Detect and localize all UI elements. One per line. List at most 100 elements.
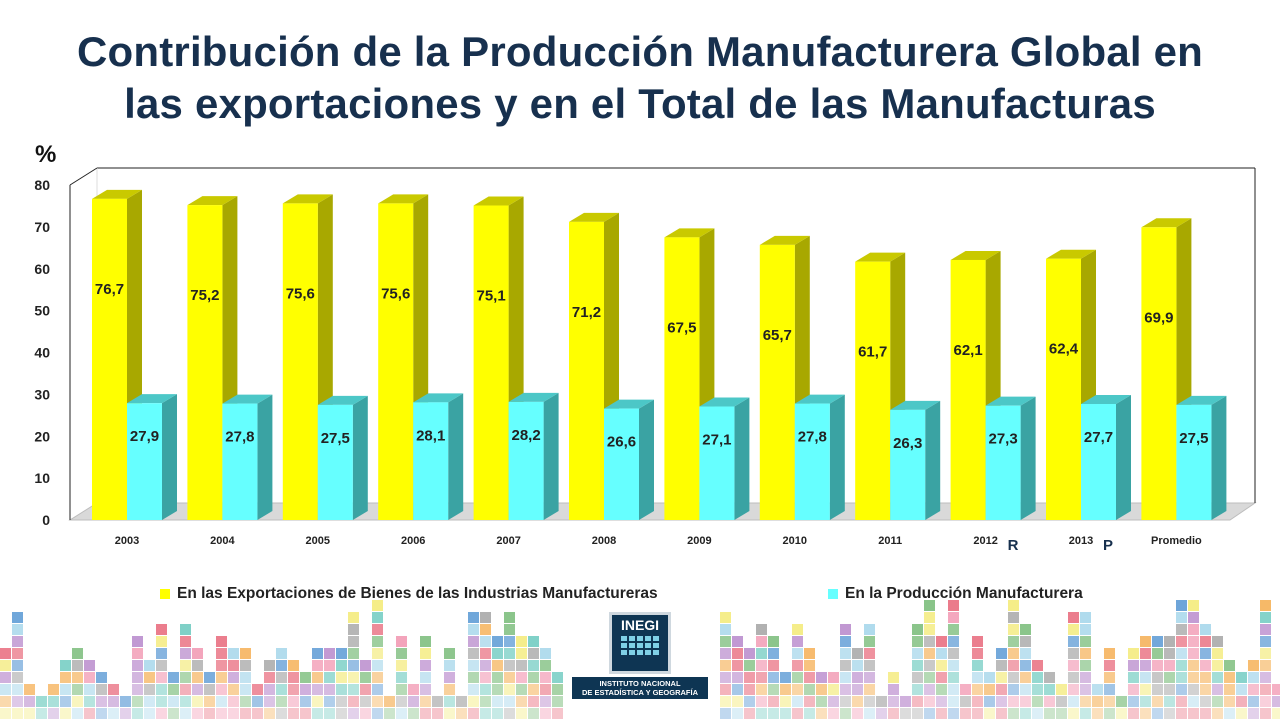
decor-block [1140, 660, 1151, 671]
decor-block [240, 696, 251, 707]
decor-block [924, 696, 935, 707]
bar-exports-2010 [759, 244, 795, 520]
decor-block [336, 672, 347, 683]
decor-block [1164, 684, 1175, 695]
decor-block [84, 672, 95, 683]
decor-block [180, 696, 191, 707]
decor-block [1212, 648, 1223, 659]
decor-block [132, 648, 143, 659]
decor-block [372, 684, 383, 695]
decor-block [972, 660, 983, 671]
decor-block [348, 648, 359, 659]
decor-block [156, 684, 167, 695]
decor-block [324, 660, 335, 671]
decor-block [456, 708, 467, 719]
bar-exports-2011-top [855, 252, 906, 262]
decor-block [1068, 660, 1079, 671]
x-tick-label-2007: 2007 [496, 535, 520, 547]
decor-block [204, 696, 215, 707]
decor-block [1092, 684, 1103, 695]
bar-production-2008-top [604, 399, 654, 409]
decor-block [1104, 648, 1115, 659]
bar-production-Promedio [1176, 404, 1212, 520]
bar-exports-2012 [950, 259, 986, 520]
bar-production-2009-top [699, 397, 750, 407]
decor-block [1248, 672, 1259, 683]
decor-block [1164, 660, 1175, 671]
decor-block [1080, 648, 1091, 659]
decor-block [1068, 708, 1079, 719]
decor-block [324, 684, 335, 695]
bar-production-2003-side [162, 394, 177, 520]
decor-block [864, 636, 875, 647]
decor-block [276, 684, 287, 695]
decor-block [1188, 660, 1199, 671]
decor-block [72, 708, 83, 719]
decor-block [348, 636, 359, 647]
legend-swatch-production [828, 589, 838, 599]
decor-block [96, 684, 107, 695]
decor-block [804, 696, 815, 707]
decor-block [1068, 636, 1079, 647]
decor-block [1272, 684, 1280, 695]
bar-production-2012-side [1020, 396, 1036, 520]
x-tick-marker-R: R [1008, 537, 1019, 554]
decor-block [1176, 612, 1187, 623]
decor-block [396, 660, 407, 671]
decor-block [1236, 684, 1247, 695]
bar-production-2010 [794, 403, 830, 520]
bar-exports-2004-label: 75,2 [190, 287, 219, 304]
decor-block [1140, 696, 1151, 707]
bar-production-2009 [699, 406, 735, 520]
decor-block [756, 624, 767, 635]
decor-block [264, 684, 275, 695]
bar-exports-2003-label: 76,7 [95, 281, 124, 298]
decor-block [384, 708, 395, 719]
decor-block [276, 660, 287, 671]
decor-block [792, 660, 803, 671]
y-tick-label-50: 50 [34, 303, 50, 319]
x-tick-label-2006: 2006 [401, 535, 425, 547]
decor-block [876, 696, 887, 707]
decor-block [1128, 696, 1139, 707]
decor-block [492, 684, 503, 695]
decor-block [60, 696, 71, 707]
decor-block [912, 648, 923, 659]
decor-block [864, 684, 875, 695]
decor-block [1260, 684, 1271, 695]
x-tick-marker-P: P [1103, 537, 1113, 554]
x-tick-label-2003: 2003 [115, 535, 139, 547]
decor-block [1056, 708, 1067, 719]
decor-block [852, 684, 863, 695]
decor-block [432, 696, 443, 707]
decor-block [1008, 672, 1019, 683]
decor-block [516, 696, 527, 707]
decor-block [864, 648, 875, 659]
decor-block [720, 648, 731, 659]
decor-block [1056, 696, 1067, 707]
legend-label-production: En la Producción Manufacturera [845, 585, 1083, 602]
decor-block [1104, 696, 1115, 707]
decor-block [516, 648, 527, 659]
decor-block [816, 708, 827, 719]
bar-production-2005-top [317, 395, 368, 405]
decor-block [804, 672, 815, 683]
decor-block [1008, 636, 1019, 647]
bar-exports-2006-top [378, 194, 429, 204]
bar-exports-2008-label: 71,2 [572, 304, 601, 321]
decor-block [840, 684, 851, 695]
decor-block [1080, 636, 1091, 647]
decor-block [348, 660, 359, 671]
decor-block [288, 684, 299, 695]
decor-block [84, 684, 95, 695]
decor-block [720, 708, 731, 719]
decor-block [180, 684, 191, 695]
decor-block [504, 696, 515, 707]
decor-block [180, 648, 191, 659]
bar-production-2013-top [1081, 395, 1131, 405]
decor-block [720, 624, 731, 635]
decor-block [228, 708, 239, 719]
bar-production-2005-label: 27,5 [321, 430, 350, 447]
decor-block [312, 672, 323, 683]
bar-exports-2005 [282, 203, 318, 521]
